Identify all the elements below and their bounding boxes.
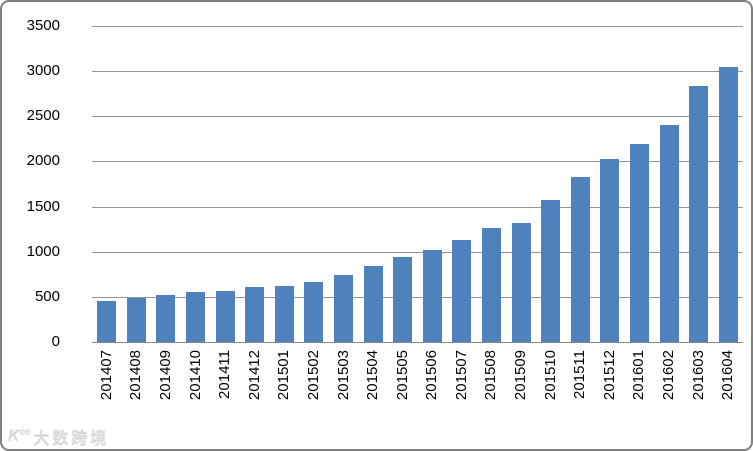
- y-axis-tick-label: 2000: [26, 152, 60, 169]
- x-axis-tick-label: 201408: [127, 350, 144, 401]
- y-axis-tick-label: 3000: [26, 62, 60, 79]
- bar-201411: [216, 291, 235, 342]
- gridline: [92, 207, 743, 208]
- watermark: K°° 大数跨境: [8, 425, 109, 449]
- gridline: [92, 116, 743, 117]
- x-axis-tick-label: 201603: [690, 350, 707, 401]
- x-axis-tick-label: 201510: [542, 350, 559, 401]
- watermark-text: 大数跨境: [33, 431, 110, 448]
- y-axis-tick-label: 0: [51, 333, 60, 350]
- x-axis-tick-label: 201507: [453, 350, 470, 401]
- y-axis-tick-label: 1000: [26, 243, 60, 260]
- x-axis-tick-label: 201407: [98, 350, 115, 401]
- x-axis-tick-label: 201504: [364, 350, 381, 401]
- bar-201501: [275, 286, 294, 342]
- x-axis-tick-label: 201501: [275, 350, 292, 401]
- bar-201507: [452, 240, 471, 342]
- x-axis-tick-label: 201512: [601, 350, 618, 401]
- bar-201512: [600, 159, 619, 342]
- bar-201409: [156, 295, 175, 342]
- bar-201504: [364, 266, 383, 342]
- bar-201502: [304, 282, 323, 342]
- bar-201407: [97, 301, 116, 342]
- bar-201510: [541, 200, 560, 342]
- bar-201602: [660, 125, 679, 342]
- gridline: [92, 26, 743, 27]
- x-axis-tick-label: 201601: [630, 350, 647, 401]
- x-axis-tick-label: 201412: [246, 350, 263, 401]
- x-axis-line: [92, 342, 743, 343]
- x-axis-tick-label: 201411: [216, 350, 233, 399]
- gridline: [92, 161, 743, 162]
- y-axis-tick-label: 1500: [26, 198, 60, 215]
- bar-201503: [334, 275, 353, 342]
- gridline: [92, 252, 743, 253]
- x-axis-tick-label: 201506: [423, 350, 440, 401]
- watermark-logo-icon: K°°: [8, 428, 30, 445]
- bar-201408: [127, 298, 146, 342]
- x-axis-tick-label: 201604: [719, 350, 736, 401]
- bar-201601: [630, 144, 649, 342]
- y-axis-tick-label: 500: [34, 288, 60, 305]
- x-axis-tick-label: 201503: [335, 350, 352, 401]
- bar-201505: [393, 257, 412, 342]
- x-axis-tick-label: 201505: [394, 350, 411, 401]
- x-axis-tick-label: 201509: [512, 350, 529, 401]
- y-axis-tick-label: 2500: [26, 107, 60, 124]
- x-axis-tick-label: 201409: [157, 350, 174, 401]
- bar-201412: [245, 287, 264, 342]
- y-axis-tick-label: 3500: [26, 17, 60, 34]
- x-axis-tick-label: 201511: [571, 350, 588, 399]
- x-axis-tick-label: 201410: [187, 350, 204, 401]
- bar-201506: [423, 250, 442, 342]
- gridline: [92, 71, 743, 72]
- x-axis-tick-label: 201602: [660, 350, 677, 401]
- gridline: [92, 297, 743, 298]
- x-axis-tick-label: 201508: [482, 350, 499, 401]
- bar-201509: [512, 223, 531, 342]
- x-axis-tick-label: 201502: [305, 350, 322, 401]
- bar-201604: [719, 67, 738, 342]
- bar-201511: [571, 177, 590, 342]
- bar-201603: [689, 86, 708, 342]
- bar-201508: [482, 228, 501, 342]
- bar-201410: [186, 292, 205, 342]
